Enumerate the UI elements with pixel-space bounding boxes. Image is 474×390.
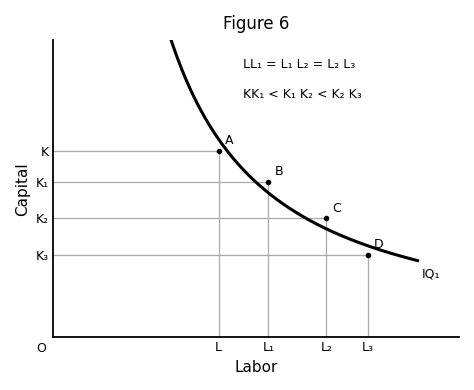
- Text: C: C: [333, 202, 341, 214]
- Text: LL₁ = L₁ L₂ = L₂ L₃: LL₁ = L₁ L₂ = L₂ L₃: [244, 58, 356, 71]
- Text: A: A: [225, 133, 233, 147]
- Text: IQ₁: IQ₁: [422, 267, 440, 280]
- X-axis label: Labor: Labor: [234, 360, 278, 375]
- Text: B: B: [274, 165, 283, 178]
- Y-axis label: Capital: Capital: [15, 162, 30, 216]
- Title: Figure 6: Figure 6: [223, 15, 289, 33]
- Text: D: D: [374, 239, 383, 252]
- Text: KK₁ < K₁ K₂ < K₂ K₃: KK₁ < K₁ K₂ < K₂ K₃: [244, 88, 362, 101]
- Text: O: O: [36, 342, 46, 355]
